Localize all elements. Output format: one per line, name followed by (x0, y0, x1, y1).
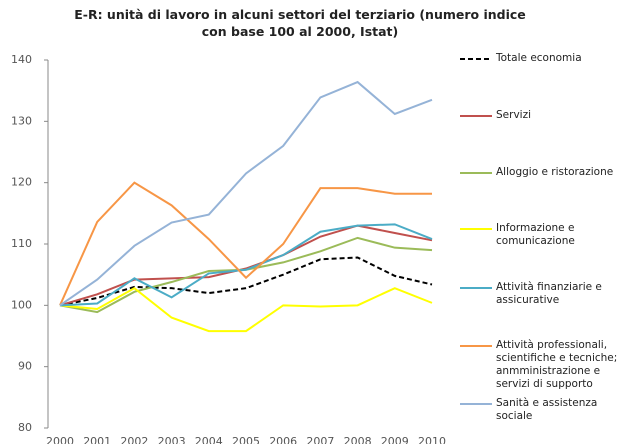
y-tick-label: 130 (11, 114, 32, 127)
legend-label: Attività professionali, scientifiche e t… (496, 339, 618, 390)
legend-label: Totale economia (496, 52, 582, 64)
y-tick-label: 110 (11, 237, 32, 250)
series-line (59, 80, 433, 307)
y-tick-label: 80 (18, 421, 32, 434)
legend-label: Alloggio e ristorazione (496, 166, 614, 178)
series-line (59, 224, 433, 307)
x-tick-label: 2010 (418, 435, 446, 444)
y-tick-label: 100 (11, 298, 32, 311)
series-line (59, 236, 433, 314)
y-tick-label: 120 (11, 176, 32, 189)
series-line (59, 181, 432, 306)
x-tick-label: 2007 (306, 435, 334, 444)
x-tick-label: 2003 (158, 435, 186, 444)
x-tick-label: 2005 (232, 435, 260, 444)
series-line (59, 286, 433, 333)
legend-label: Attività finanziarie e assicurative (496, 281, 602, 306)
x-tick-label: 2006 (269, 435, 297, 444)
x-tick-label: 2008 (344, 435, 372, 444)
legend-label: Servizi (496, 109, 532, 121)
y-tick-label: 140 (11, 53, 32, 66)
chart-title: E-R: unità di lavoro in alcuni settori d… (74, 7, 526, 39)
x-tick-label: 2001 (83, 435, 111, 444)
legend-label: Informazione e comunicazione (496, 222, 575, 247)
y-tick-label: 90 (18, 360, 32, 373)
x-tick-label: 2004 (195, 435, 223, 444)
series-line (59, 256, 433, 307)
x-tick-label: 2002 (120, 435, 148, 444)
x-tick-label: 2009 (381, 435, 409, 444)
series-line (59, 223, 433, 307)
legend-label: Sanità e assistenza sociale (496, 397, 598, 422)
x-tick-label: 2000 (46, 435, 74, 444)
